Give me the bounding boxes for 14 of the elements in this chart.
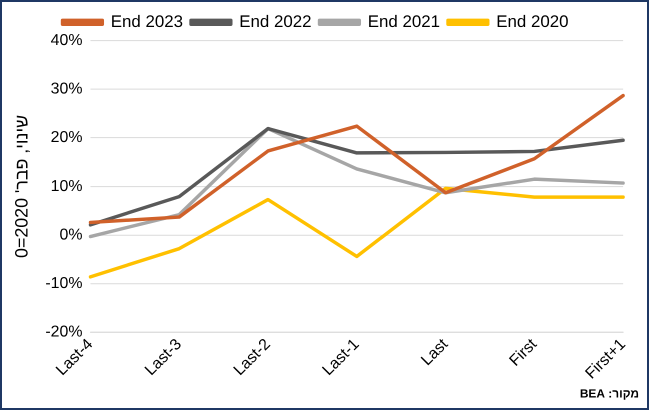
y-axis-title: שינוי, פבר' 2020=0 — [12, 114, 32, 258]
y-tick-label: 20% — [50, 129, 82, 146]
y-tick-label: 10% — [50, 178, 82, 195]
y-tick-label: 30% — [50, 80, 82, 98]
x-tick-label: Last — [418, 335, 452, 370]
y-tick-label: 40% — [50, 32, 82, 49]
legend-label: End 2022 — [239, 12, 312, 31]
text: מקור: BEA — [580, 386, 640, 400]
legend-label: End 2021 — [368, 12, 440, 31]
legend-label: End 2023 — [110, 12, 184, 31]
y-tick-label: -20% — [45, 324, 82, 341]
legend-label: End 2020 — [496, 12, 569, 31]
y-tick-label: 0% — [59, 226, 82, 244]
y-tick-label: -10% — [45, 275, 82, 292]
